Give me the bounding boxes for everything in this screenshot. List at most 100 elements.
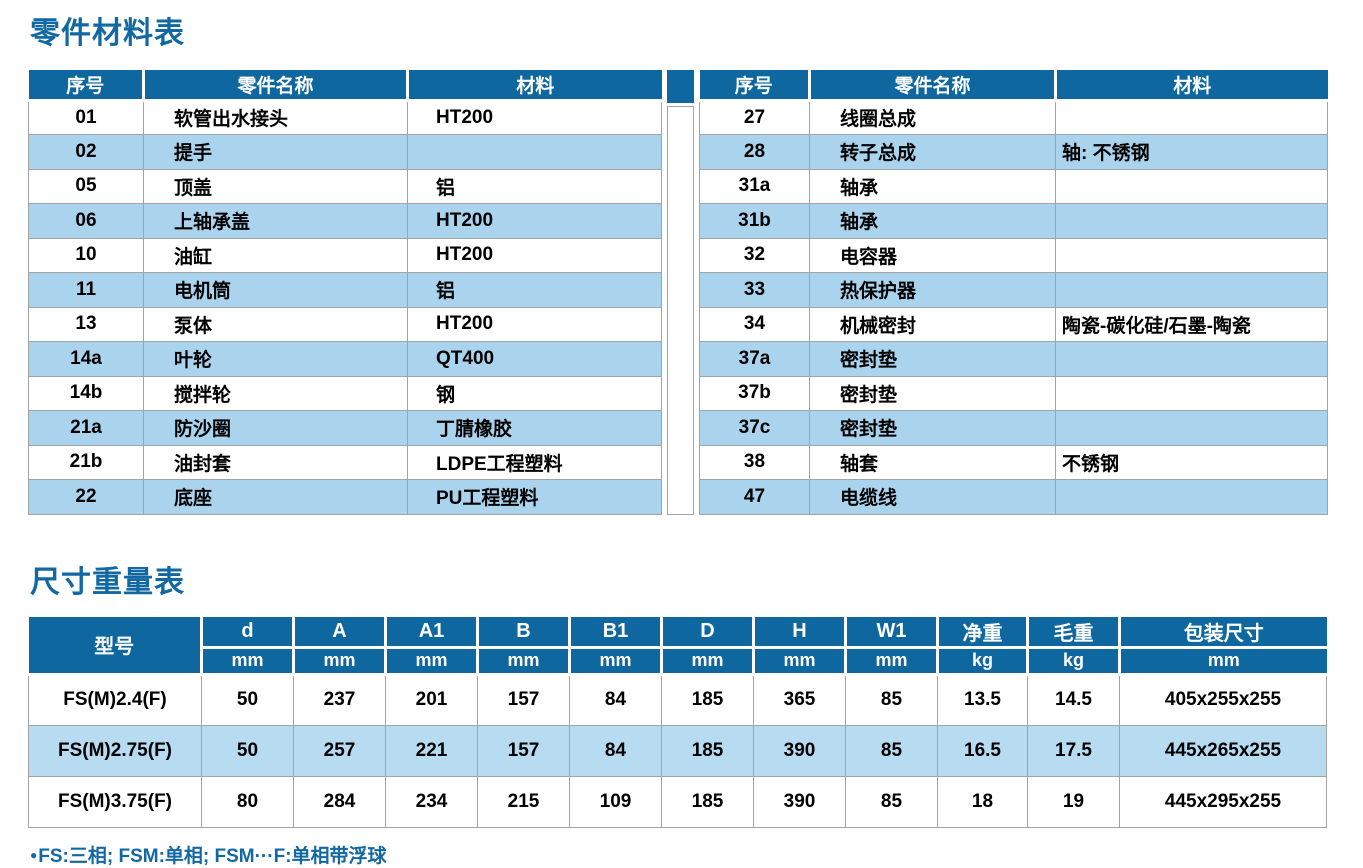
table-row: 37b 密封垫 — [699, 375, 1328, 411]
table-row: 47 电缆线 — [699, 479, 1328, 515]
parts-table-left: 序号 零件名称 材料 01 软管出水接头 HT200 02 提手 05 顶盖铝 06 上轴承盖 H… — [28, 70, 662, 515]
table-cell: HT200 — [407, 306, 662, 342]
table-cell: 14a — [28, 341, 144, 377]
table-cell: 密封垫 — [809, 410, 1056, 446]
table-cell: 284 — [293, 775, 386, 828]
table-cell: 搅拌轮 — [143, 375, 408, 411]
table-cell: 油缸 — [143, 237, 408, 273]
column-header-index: 序号 — [699, 70, 811, 102]
table-cell: 叶轮 — [143, 341, 408, 377]
table-cell: 14.5 — [1027, 673, 1120, 726]
table-cell — [407, 134, 662, 170]
table-cell: FS(M)3.75(F) — [28, 775, 202, 828]
table-cell: 11 — [28, 272, 144, 308]
table-row: 22 底座 PU工程塑料 — [28, 479, 662, 515]
column-header-model: 型号 — [28, 616, 203, 676]
table-cell: PU工程塑料 — [407, 479, 662, 515]
column-header-part-name: 零件名称 — [808, 70, 1057, 102]
table-cell: 185 — [661, 724, 754, 777]
table-cell: 237 — [293, 673, 386, 726]
dim-column-unit: mm — [476, 647, 571, 676]
dim-column-label: A1 — [384, 616, 479, 649]
table-cell: 铝 — [407, 168, 662, 204]
table-cell: 电缆线 — [809, 479, 1056, 515]
table-cell: 365 — [753, 673, 846, 726]
table-cell: 201 — [385, 673, 478, 726]
table-row: FS(M)2.4(F) 50 237 201 157 84 185 365 85 13.5 14.5… — [28, 673, 1327, 726]
table-cell: 390 — [753, 775, 846, 828]
table-cell: 13 — [28, 306, 144, 342]
parts-table-title: 零件材料表 — [30, 17, 185, 50]
table-cell: 32 — [699, 237, 810, 273]
table-cell: 陶瓷-碳化硅/石墨-陶瓷 — [1055, 306, 1328, 342]
table-cell: 密封垫 — [809, 341, 1056, 377]
table-cell: 50 — [201, 724, 294, 777]
table-cell: 轴承 — [809, 168, 1056, 204]
table-cell: 445x265x255 — [1119, 724, 1327, 777]
table-cell: 轴套 — [809, 444, 1056, 480]
table-cell: 顶盖 — [143, 168, 408, 204]
table-cell: 18 — [937, 775, 1028, 828]
table-cell: 软管出水接头 — [143, 99, 408, 135]
dim-column-unit: mm — [292, 647, 387, 676]
column-header-index: 序号 — [28, 70, 145, 102]
table-cell: 提手 — [143, 134, 408, 170]
table-row: 38 轴套 不锈钢 — [699, 444, 1328, 480]
table-cell — [1055, 272, 1328, 308]
table-cell: 85 — [845, 775, 938, 828]
table-cell: 转子总成 — [809, 134, 1056, 170]
parts-tables-row: 序号 零件名称 材料 01 软管出水接头 HT200 02 提手 05 顶盖铝 06 上轴承盖 H… — [28, 70, 1363, 515]
table-cell: 234 — [385, 775, 478, 828]
dim-column-label: 净重 — [936, 616, 1029, 649]
table-cell: 电容器 — [809, 237, 1056, 273]
table-cell: 铝 — [407, 272, 662, 308]
table-cell: 热保护器 — [809, 272, 1056, 308]
table-cell: 37a — [699, 341, 810, 377]
table-cell: 47 — [699, 479, 810, 515]
dim-column-unit: mm — [384, 647, 479, 676]
table-cell: 37c — [699, 410, 810, 446]
table-cell: 157 — [477, 673, 570, 726]
table-cell: 轴承 — [809, 203, 1056, 239]
table-cell: LDPE工程塑料 — [407, 444, 662, 480]
table-cell: 109 — [569, 775, 662, 828]
header-row: 序号 零件名称 材料 — [699, 70, 1328, 102]
table-cell: 防沙圈 — [143, 410, 408, 446]
table-cell — [1055, 375, 1328, 411]
dim-column-label: B — [476, 616, 571, 649]
table-cell: 17.5 — [1027, 724, 1120, 777]
dim-column-label: A — [292, 616, 387, 649]
dim-column-unit: kg — [1026, 647, 1121, 676]
table-cell: 157 — [477, 724, 570, 777]
table-row: 02 提手 — [28, 134, 662, 170]
dimensions-table-title: 尺寸重量表 — [30, 565, 185, 599]
table-cell: 10 — [28, 237, 144, 273]
table-row: 14b 搅拌轮钢 — [28, 375, 662, 411]
table-cell: 85 — [845, 673, 938, 726]
table-row: 11 电机筒铝 — [28, 272, 662, 308]
table-cell: 34 — [699, 306, 810, 342]
table-cell — [1055, 203, 1328, 239]
table-row: 06 上轴承盖 HT200 — [28, 203, 662, 239]
table-cell: 80 — [201, 775, 294, 828]
table-row: 27 线圈总成 — [699, 99, 1328, 135]
table-cell: 底座 — [143, 479, 408, 515]
table-cell: 机械密封 — [809, 306, 1056, 342]
table-cell: 油封套 — [143, 444, 408, 480]
table-cell: 13.5 — [937, 673, 1028, 726]
table-row: 32 电容器 — [699, 237, 1328, 273]
table-cell: 丁腈橡胶 — [407, 410, 662, 446]
table-cell: 84 — [569, 724, 662, 777]
table-cell: 221 — [385, 724, 478, 777]
table-row: 37c 密封垫 — [699, 410, 1328, 446]
table-row: 33 热保护器 — [699, 272, 1328, 308]
table-cell: 线圈总成 — [809, 99, 1056, 135]
table-cell — [1055, 410, 1328, 446]
table-row: 21b 油封套 LDPE工程塑料 — [28, 444, 662, 480]
table-cell: 轴: 不锈钢 — [1055, 134, 1328, 170]
dim-column-unit: mm — [200, 647, 295, 676]
table-gap-column — [662, 70, 699, 515]
gap-body-cell — [667, 106, 694, 515]
table-row: 31b 轴承 — [699, 203, 1328, 239]
